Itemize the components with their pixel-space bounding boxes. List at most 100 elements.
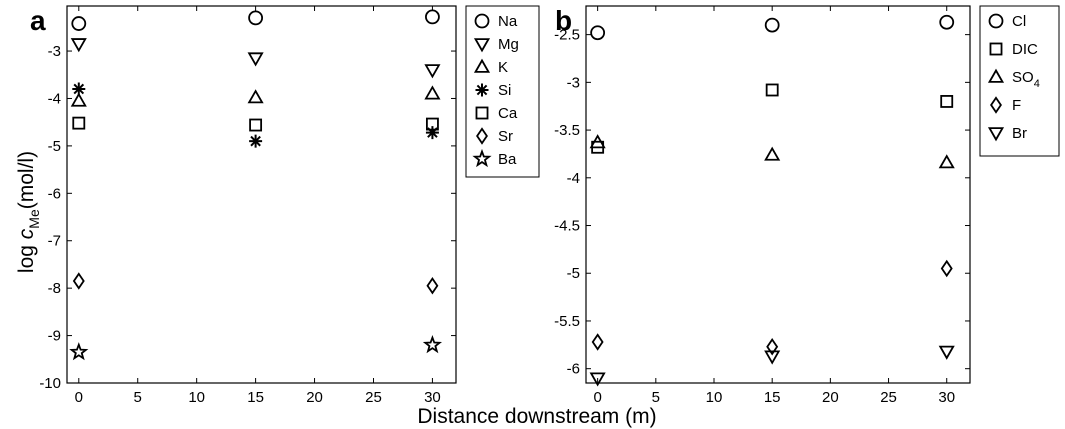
- panel-a-point-sr: [72, 272, 85, 290]
- panel-b-axes-box: [585, 5, 971, 384]
- panel-a-y-tick-label: -9: [48, 328, 61, 345]
- panel-a-axes-box: [66, 5, 457, 384]
- legend-label-mg: Mg: [498, 36, 519, 53]
- legend-label-sr: Sr: [498, 128, 513, 145]
- panel-b-point-f: [591, 333, 604, 351]
- panel-b-x-tick-label: 10: [706, 389, 723, 406]
- panel-a-point-ca: [249, 118, 263, 132]
- legend-marker-si: [475, 83, 489, 97]
- panel-a-y-tick-label: -4: [48, 90, 61, 107]
- panel-a-point-si: [72, 82, 86, 96]
- y-axis-title-suffix: (mol/l): [15, 151, 38, 209]
- panel-b-y-tick-label: -3.5: [554, 122, 580, 139]
- legend-label-sr-text: Sr: [498, 128, 513, 145]
- legend-marker-na: [474, 13, 490, 29]
- legend-label-si-text: Si: [498, 82, 511, 99]
- panel-b-point-cl: [590, 25, 606, 41]
- panel-a-x-tick-label: 20: [306, 389, 323, 406]
- legend-label-br: Br: [1012, 125, 1027, 142]
- legend-label-na-text: Na: [498, 13, 518, 30]
- panel-b-y-tick-label: -6: [567, 361, 580, 378]
- legend-marker-so4: [987, 68, 1005, 83]
- y-axis-title-subscript: Me: [26, 209, 42, 229]
- panel-b-y-tick-label: -2.5: [554, 27, 580, 44]
- legend-marker-k: [473, 58, 491, 73]
- legend-label-mg-text: Mg: [498, 36, 519, 53]
- panel-a-point-ca: [425, 117, 439, 131]
- legend-marker-dic: [989, 42, 1003, 56]
- panel-b-point-br: [764, 350, 781, 365]
- panel-b-letter: b: [555, 5, 572, 36]
- panel-a-x-tick-label: 5: [134, 389, 142, 406]
- legend-label-so4-text: SO: [1012, 69, 1034, 86]
- legend-label-k: K: [498, 59, 508, 76]
- panel-a-x-tick-label: 25: [365, 389, 382, 406]
- panel-b-x-tick-label: 5: [652, 389, 660, 406]
- legend-label-na: Na: [498, 13, 518, 30]
- panel-a: 0 5 10 15 20 25 30 -10 -9 -8 -7 -6 -5 -4 -3 Na Mg K Si Ca Sr…: [39, 5, 540, 406]
- legend-marker-mg: [473, 38, 491, 53]
- panel-a-x-tick-label: 10: [188, 389, 205, 406]
- panel-a-point-na: [71, 16, 87, 31]
- legend-marker-f: [990, 96, 1002, 114]
- panel-a-y-tick-label: -6: [48, 185, 61, 202]
- panel-a-x-tick-label: 15: [247, 389, 264, 406]
- legend-label-dic-text: DIC: [1012, 41, 1038, 58]
- panel-a-point-sr: [426, 277, 439, 295]
- panel-a-x-tick-label: 30: [424, 389, 441, 406]
- panel-b-point-so4: [938, 154, 955, 169]
- legend-label-cl: Cl: [1012, 13, 1026, 30]
- panel-b-legend: Cl DIC SO4 F Br: [979, 5, 1060, 157]
- panel-b-point-cl: [764, 17, 780, 33]
- legend-marker-cl: [988, 13, 1004, 29]
- panel-a-point-ba: [422, 335, 442, 354]
- panel-b-point-cl: [939, 14, 955, 30]
- panel-a-letter: a: [30, 5, 46, 36]
- panel-b-y-tick-label: -4.5: [554, 218, 580, 235]
- legend-marker-sr: [476, 127, 488, 145]
- panel-b-point-so4: [589, 134, 606, 149]
- legend-marker-ca: [475, 106, 489, 120]
- panel-a-point-k: [424, 85, 441, 100]
- panel-a-point-si: [249, 134, 263, 148]
- legend-marker-ba: [472, 148, 492, 168]
- panel-a-y-tick-label: -8: [48, 280, 61, 297]
- panel-b-y-tick-label: -5.5: [554, 313, 580, 330]
- y-axis-title-prefix: log: [15, 239, 38, 273]
- panel-b-point-f: [940, 259, 953, 278]
- panel-a-point-k: [70, 92, 87, 107]
- panel-b-y-tick-label: -4: [567, 170, 580, 187]
- panel-a-point-na: [425, 9, 440, 25]
- legend-label-ca: Ca: [498, 105, 518, 122]
- panel-b-x-tick-label: 15: [764, 389, 781, 406]
- panel-a-y-tick-label: -3: [48, 43, 61, 60]
- panel-a-point-k: [247, 89, 264, 104]
- panel-a-point-ca: [72, 116, 86, 130]
- panel-b-point-so4: [764, 146, 781, 161]
- legend-label-ca-text: Ca: [498, 105, 518, 122]
- panel-a-legend-box: [465, 5, 540, 178]
- legend-label-dic: DIC: [1012, 41, 1038, 58]
- panel-b-x-tick-label: 0: [593, 389, 601, 406]
- panel-b-point-dic: [940, 95, 954, 108]
- x-axis-title: Distance downstream (m): [417, 405, 656, 428]
- legend-label-so4-subscript: 4: [1034, 78, 1040, 90]
- panel-a-y-tick-label: -7: [48, 233, 61, 250]
- panel-a-x-tick-label: 0: [75, 389, 83, 406]
- panel-b-y-tick-label: -5: [567, 265, 580, 282]
- panel-a-y-tick-label: -10: [39, 375, 61, 392]
- legend-label-si: Si: [498, 82, 511, 99]
- panel-a-point-na: [248, 10, 264, 26]
- legend-label-f: F: [1012, 97, 1021, 114]
- legend-label-br-text: Br: [1012, 125, 1027, 142]
- panel-a-point-mg: [247, 52, 264, 67]
- panel-a-legend: Na Mg K Si Ca Sr Ba: [465, 5, 540, 178]
- panel-b-y-tick-label: -3: [567, 74, 580, 91]
- panel-b-point-br: [589, 372, 606, 387]
- legend-label-ba: Ba: [498, 151, 517, 168]
- y-axis-title-variable: c: [15, 228, 38, 239]
- panel-b-x-tick-label: 25: [880, 389, 897, 406]
- legend-label-cl-text: Cl: [1012, 13, 1026, 30]
- panel-b-point-br: [938, 345, 955, 360]
